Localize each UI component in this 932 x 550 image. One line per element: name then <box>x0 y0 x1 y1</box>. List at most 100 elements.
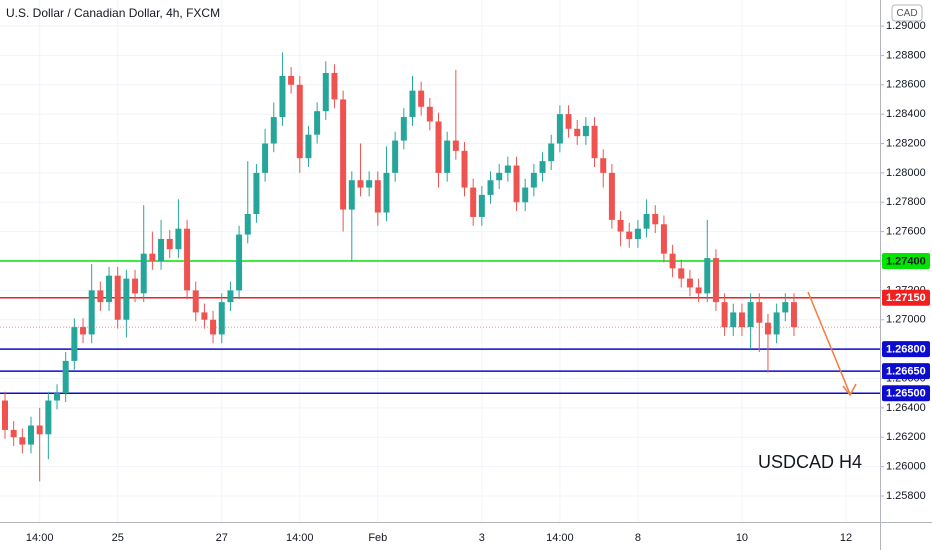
candle-body <box>262 143 269 173</box>
candle-body <box>184 228 191 291</box>
x-tick-label: 14:00 <box>26 532 54 544</box>
candle-body <box>548 143 555 162</box>
candle-body <box>643 213 650 229</box>
candle-body <box>36 425 43 435</box>
candle-body <box>166 238 173 250</box>
candle-body <box>244 213 251 235</box>
candle-body <box>340 99 347 210</box>
candle-body <box>738 312 745 328</box>
candle-body <box>747 302 754 328</box>
candle-body <box>10 429 17 438</box>
level-label: 1.26650 <box>886 366 926 378</box>
chart-title: U.S. Dollar / Canadian Dollar, 4h, FXCM <box>6 6 220 20</box>
candle-body <box>444 140 451 173</box>
candle-body <box>158 238 165 261</box>
y-tick-label: 1.29000 <box>886 20 926 32</box>
level-label: 1.27400 <box>886 255 926 267</box>
candle-body <box>348 180 355 210</box>
candle-body <box>669 253 676 269</box>
candle-body <box>54 393 61 401</box>
candle-body <box>626 231 633 239</box>
candle-body <box>730 312 737 328</box>
candle-body <box>539 161 546 173</box>
candle-body <box>149 253 156 261</box>
arrow-line <box>807 291 851 395</box>
candle-body <box>45 400 52 435</box>
y-tick-label: 1.26000 <box>886 461 926 473</box>
projection-arrow <box>807 291 857 397</box>
candle-body <box>400 117 407 141</box>
candle-body <box>600 158 607 173</box>
candle-body <box>357 180 364 188</box>
candle-body <box>426 106 433 122</box>
currency-badge <box>891 4 923 22</box>
candle-body <box>496 172 503 181</box>
candle-body <box>331 72 338 100</box>
x-tick-label: 25 <box>112 532 124 544</box>
x-tick-label: Feb <box>368 532 387 544</box>
candle-body <box>695 287 702 294</box>
level-label-bg <box>882 363 930 380</box>
candle-body <box>504 165 511 173</box>
candle-body <box>218 302 225 335</box>
price-axis: 1.258001.260001.262001.264001.266001.268… <box>880 20 930 502</box>
x-tick-label: 3 <box>479 532 485 544</box>
candle-body <box>80 327 87 335</box>
candle-body <box>678 268 685 279</box>
candle-body <box>452 140 459 151</box>
x-tick-label: 14:00 <box>546 532 574 544</box>
candle-body <box>478 194 485 217</box>
candle-body <box>71 327 78 361</box>
level-label-bg <box>882 385 930 402</box>
y-tick-label: 1.26200 <box>886 431 926 443</box>
candle-body <box>270 117 277 144</box>
candle-body <box>556 114 563 144</box>
candle-body <box>2 400 8 430</box>
level-label-bg <box>882 341 930 358</box>
candle-body <box>652 213 659 225</box>
candle-body <box>756 302 763 323</box>
x-tick-label: 27 <box>216 532 228 544</box>
candle-body <box>721 302 728 328</box>
candle-body <box>123 278 130 320</box>
x-tick-label: 8 <box>635 532 641 544</box>
candle-body <box>409 90 416 118</box>
currency: CAD <box>896 8 917 19</box>
candle-body <box>253 172 260 214</box>
candle-body <box>114 275 121 320</box>
candle-body <box>591 125 598 159</box>
candle-body <box>383 172 390 213</box>
candle-body <box>296 84 303 159</box>
candle-body <box>322 72 329 112</box>
candle-body <box>132 278 139 294</box>
candle-body <box>435 121 442 173</box>
plot <box>0 52 880 482</box>
arrow-head <box>842 383 857 397</box>
candle-body <box>366 180 373 188</box>
candle-body <box>782 302 789 313</box>
y-tick-label: 1.26400 <box>886 402 926 414</box>
candle-body <box>192 290 199 313</box>
candle-body <box>582 125 589 137</box>
candle-body <box>764 322 771 335</box>
candle-body <box>106 275 113 303</box>
level-label: 1.27150 <box>886 292 926 304</box>
y-tick-label: 1.27600 <box>886 226 926 238</box>
candle-body <box>305 134 312 159</box>
candle-body <box>227 290 234 303</box>
candle-body <box>704 258 711 294</box>
candle-body <box>374 180 381 213</box>
candle-body <box>470 187 477 217</box>
candle-body <box>773 312 780 335</box>
candle-body <box>288 75 295 85</box>
x-tick-label: 12 <box>840 532 852 544</box>
y-tick-label: 1.27000 <box>886 314 926 326</box>
candle-body <box>712 258 719 303</box>
candle-body <box>97 290 104 303</box>
candle-body <box>19 437 26 445</box>
y-tick-label: 1.28600 <box>886 79 926 91</box>
candle-body <box>790 302 797 328</box>
candle-body <box>634 228 641 239</box>
watermark: USDCAD H4 <box>758 452 862 472</box>
